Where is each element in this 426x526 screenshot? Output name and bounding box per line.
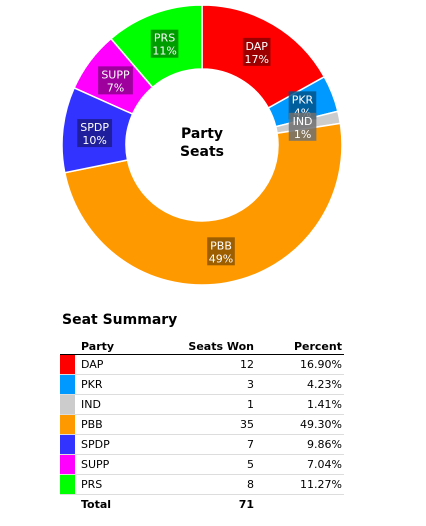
slice-label-background	[98, 66, 133, 95]
party-name: PRS	[75, 474, 184, 495]
slice-party-name: DAP	[245, 40, 268, 53]
slice-pbb	[63, 122, 343, 286]
slice-label-background	[77, 119, 113, 148]
table-header-row: Party Seats Won Percent	[60, 338, 344, 355]
slice-party-name: PBB	[210, 239, 232, 252]
party-color-swatch	[60, 455, 75, 474]
party-color-swatch	[60, 475, 75, 494]
swatch-cell	[60, 354, 75, 375]
swatch-cell	[60, 414, 75, 435]
table-row: PKR 3 4.23%	[60, 374, 344, 395]
table-row: SUPP 5 7.04%	[60, 454, 344, 475]
party-color-swatch	[60, 435, 75, 454]
party-color-swatch	[60, 395, 75, 414]
donut-chart: DAP17%PKR4%IND1%PBB49%SPDP10%SUPP7%PRS11…	[61, 4, 343, 286]
swatch-cell	[60, 394, 75, 415]
slice-label-background	[150, 29, 179, 58]
party-name: PKR	[75, 374, 184, 395]
seat-percent: 4.23%	[254, 374, 344, 395]
party-color-swatch	[60, 375, 75, 394]
slice-party-name: SUPP	[101, 68, 130, 81]
party-name: SUPP	[75, 454, 184, 475]
seats-column-header: Seats Won	[184, 338, 254, 355]
slice-party-name: PKR	[292, 93, 314, 106]
party-color-swatch	[60, 415, 75, 434]
slice-percent: 49%	[209, 252, 233, 265]
party-name: SPDP	[75, 434, 184, 455]
summary-rows: DAP 12 16.90% PKR 3 4.23% IND 1 1.41% PBB 35 49.30%…	[60, 354, 344, 495]
seats-won: 3	[184, 374, 254, 395]
seat-percent: 7.04%	[254, 454, 344, 475]
slice-label-background	[288, 112, 317, 141]
percent-column-header: Percent	[254, 338, 344, 355]
party-color-swatch	[60, 355, 75, 374]
seats-won: 8	[184, 474, 254, 495]
swatch-cell	[60, 474, 75, 495]
swatch-header	[60, 338, 75, 355]
seat-summary-table: Party Seats Won Percent DAP 12 16.90% PKR 3 4…	[60, 338, 344, 513]
seats-won: 12	[184, 354, 254, 375]
seats-won: 35	[184, 414, 254, 435]
party-column-header: Party	[75, 338, 184, 355]
slice-percent: 7%	[107, 81, 124, 94]
total-swatch-cell	[60, 494, 75, 513]
slice-party-name: PRS	[154, 32, 175, 45]
total-percent-cell	[254, 494, 344, 513]
party-name: IND	[75, 394, 184, 415]
center-title-line: Party	[181, 126, 223, 142]
total-row: Total 71	[60, 494, 344, 513]
center-title-line: Seats	[180, 144, 224, 160]
table-row: SPDP 7 9.86%	[60, 434, 344, 455]
party-name: PBB	[75, 414, 184, 435]
slice-percent: 11%	[152, 45, 176, 58]
table-row: PRS 8 11.27%	[60, 474, 344, 495]
swatch-cell	[60, 454, 75, 475]
slice-party-name: SPDP	[80, 121, 109, 134]
table-row: DAP 12 16.90%	[60, 354, 344, 375]
total-seats: 71	[184, 494, 254, 513]
party-name: DAP	[75, 354, 184, 375]
slice-label-background	[242, 37, 271, 66]
swatch-cell	[60, 374, 75, 395]
seat-percent: 9.86%	[254, 434, 344, 455]
seat-percent: 11.27%	[254, 474, 344, 495]
seat-percent: 16.90%	[254, 354, 344, 375]
slice-label-background	[207, 237, 235, 266]
swatch-cell	[60, 434, 75, 455]
seats-won: 1	[184, 394, 254, 415]
seats-won: 5	[184, 454, 254, 475]
table-row: IND 1 1.41%	[60, 394, 344, 415]
seat-percent: 49.30%	[254, 414, 344, 435]
slice-percent: 1%	[294, 128, 311, 141]
seat-percent: 1.41%	[254, 394, 344, 415]
seats-won: 7	[184, 434, 254, 455]
summary-title: Seat Summary	[62, 312, 178, 328]
total-label: Total	[75, 494, 184, 513]
slice-percent: 10%	[82, 134, 106, 147]
slice-party-name: IND	[293, 115, 313, 128]
slice-percent: 17%	[244, 53, 268, 66]
table-row: PBB 35 49.30%	[60, 414, 344, 435]
